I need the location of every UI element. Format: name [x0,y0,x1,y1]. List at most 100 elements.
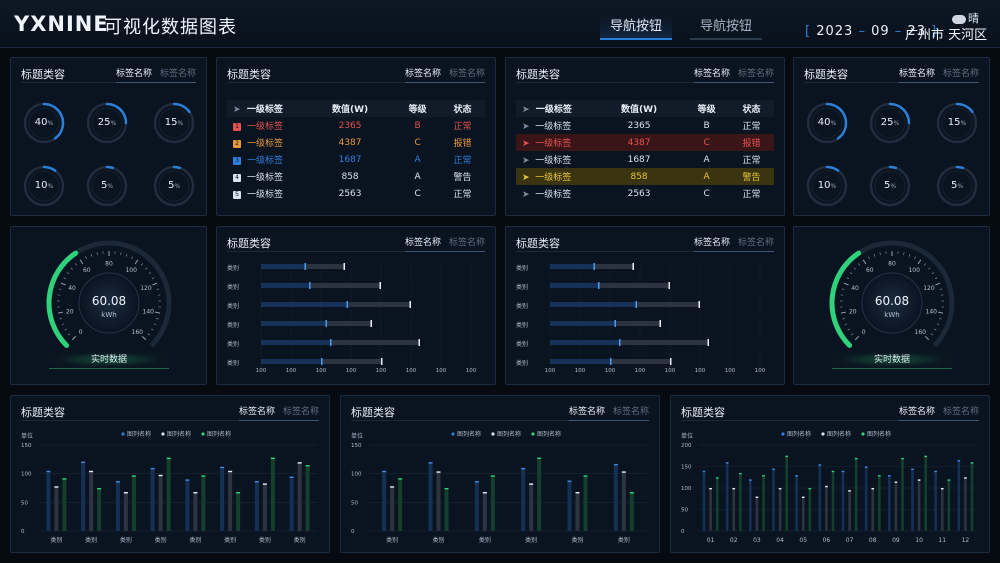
realtime-data-button[interactable]: 实时数据 [832,351,952,369]
tab-active[interactable]: 标签名称 [693,69,730,79]
bar-cap [166,457,171,460]
category-label: 02 [730,537,738,544]
tab-inactive[interactable]: 标签名称 [942,69,979,79]
category-label: 05 [799,537,807,544]
bar [583,475,588,531]
tab-active[interactable]: 标签名称 [568,407,605,417]
category-label: 07 [846,537,854,544]
ring-value-label: 25% [880,117,900,128]
ring-progress-arc [153,165,195,207]
ring-inner [811,170,843,202]
panel-divider [227,82,485,83]
bar [115,481,120,531]
table-row[interactable]: ➤ 一级标签 4387 C 报错 [516,134,774,151]
tab-inactive[interactable]: 标签名称 [737,238,774,248]
gauge-tick-label: 20 [849,308,857,315]
bar-secondary-end [632,263,634,270]
gauge-tick [64,328,67,331]
table-row[interactable]: ➤ 一级标签 2365 B 正常 [516,117,774,134]
date-display: [ 2023 – 09 – 23 ] [805,24,938,39]
table-row[interactable]: 4 一级标签 858 A 警告 [227,168,485,185]
gauge-tick-label: 120 [923,285,935,292]
table-row[interactable]: ➤ 一级标签 1687 A 正常 [516,151,774,168]
category-label: 类别 [516,340,528,348]
legend-swatch [121,432,125,436]
x-tick-label: 100 [376,368,387,374]
y-tick-label: 100 [21,472,32,478]
gauge-tick-label: 0 [79,329,83,336]
bar [917,479,921,531]
tab-active[interactable]: 标签名称 [898,407,935,417]
tab-active[interactable]: 标签名称 [238,407,275,417]
bar-cap [924,455,927,458]
table-row[interactable]: 2 一级标签 4387 C 报错 [227,134,485,151]
legend-swatch [491,432,495,436]
panel-divider [516,251,774,252]
tab-active[interactable]: 标签名称 [693,238,730,248]
tab-inactive[interactable]: 标签名称 [942,407,979,417]
table-header-row: ➤ 一级标签 数值(W) 等级 状态 [227,100,485,117]
table-row[interactable]: ➤ 一级标签 2563 C 正常 [516,185,774,202]
panel-divider [516,82,774,83]
tab-active[interactable]: 标签名称 [898,69,935,79]
gauge-tick [930,333,934,336]
gauge-tick-label: 20 [66,308,74,315]
gauge-tick [71,335,77,341]
table-row[interactable]: 3 一级标签 1687 A 正常 [227,151,485,168]
cell-status: 正常 [742,156,761,166]
table-row[interactable]: ➤ 一级标签 858 A 警告 [516,168,774,185]
tab-inactive[interactable]: 标签名称 [737,69,774,79]
bar [762,475,765,531]
bar [901,457,904,531]
bar [732,488,736,531]
bar-cap [709,488,712,490]
bar [81,461,86,531]
panel-divider [804,82,979,83]
tab-inactive[interactable]: 标签名称 [612,407,649,417]
bar [131,475,136,531]
tab-active[interactable]: 标签名称 [404,238,441,248]
bar-cap [201,475,206,477]
x-tick-label: 100 [316,368,327,374]
bar [864,466,868,531]
table-row[interactable]: 5 一级标签 2563 C 正常 [227,185,485,202]
bar-primary [261,283,311,288]
cell-grade: A [703,171,710,182]
gauge-tick [935,277,938,280]
gauge-tick-label: 40 [851,285,859,292]
gauge-tick [152,277,155,280]
ring-progress-arc [23,102,65,144]
bar-cap [888,475,891,477]
gauge-tick [153,323,157,326]
bar [924,455,927,531]
bar-primary [550,283,600,288]
rank-badge: 5 [233,190,241,199]
bar [262,483,267,531]
tab-inactive[interactable]: 标签名称 [448,69,485,79]
tab-inactive[interactable]: 标签名称 [448,238,485,248]
gauge-tick [938,318,942,320]
panel-divider [21,420,319,421]
y-tick-label: 50 [351,500,358,506]
bar [772,468,775,531]
ring-value-label: 40% [817,117,837,128]
nav-button-2[interactable]: 导航按钮 [690,16,762,40]
tab-inactive[interactable]: 标签名称 [282,407,319,417]
bar-cap [940,488,944,490]
tab-inactive[interactable]: 标签名称 [159,69,196,79]
cell-label: 4 一级标签 [227,168,305,185]
gauge-tick-label: 100 [908,267,920,274]
gauge-panel-left: 0 20 40 60 80 100 120 140 160 60.08 kWh 实时数据 [10,226,207,385]
nav-button-1[interactable]: 导航按钮 [600,16,672,40]
tab-active[interactable]: 标签名称 [404,69,441,79]
tab-active[interactable]: 标签名称 [115,69,152,79]
table-row[interactable]: 1 一级标签 2365 B 正常 [227,117,485,134]
gauge-value-arc [46,250,79,348]
gauge-tick [917,259,922,265]
category-label: 类别 [294,536,306,544]
bar [490,475,495,531]
gauge-tick-label: 80 [105,261,113,268]
realtime-data-button[interactable]: 实时数据 [49,351,169,369]
bar-cap [755,496,759,498]
gauge-tick [79,259,84,265]
